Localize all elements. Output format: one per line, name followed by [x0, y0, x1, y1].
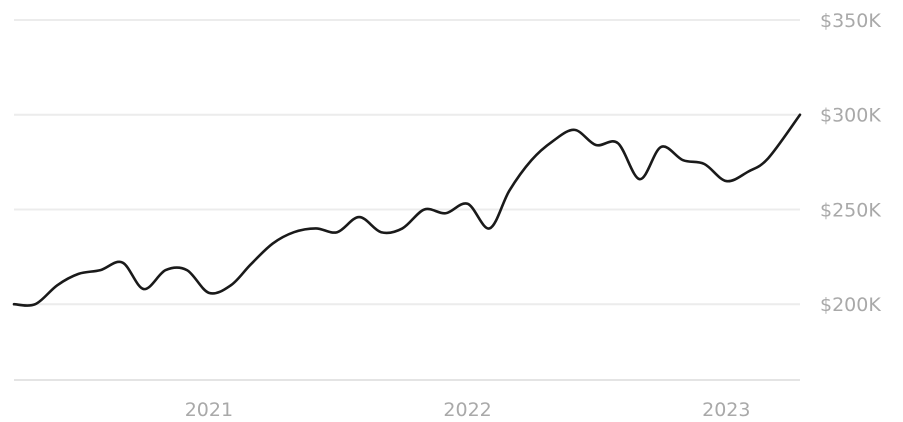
y-tick-label: $350K	[820, 10, 881, 32]
x-tick-label: 2022	[443, 399, 491, 421]
y-tick-label: $250K	[820, 199, 881, 221]
y-tick-label: $200K	[820, 294, 881, 316]
x-tick-label: 2021	[185, 399, 233, 421]
price-series-line	[12, 113, 802, 307]
tick-layer: $200K $250K $300K $350K 2021 2022 2023	[185, 10, 882, 421]
y-tick-label: $300K	[820, 105, 881, 127]
series-layer	[12, 113, 802, 307]
x-tick-label: 2023	[702, 399, 750, 421]
grid-layer	[14, 19, 800, 381]
